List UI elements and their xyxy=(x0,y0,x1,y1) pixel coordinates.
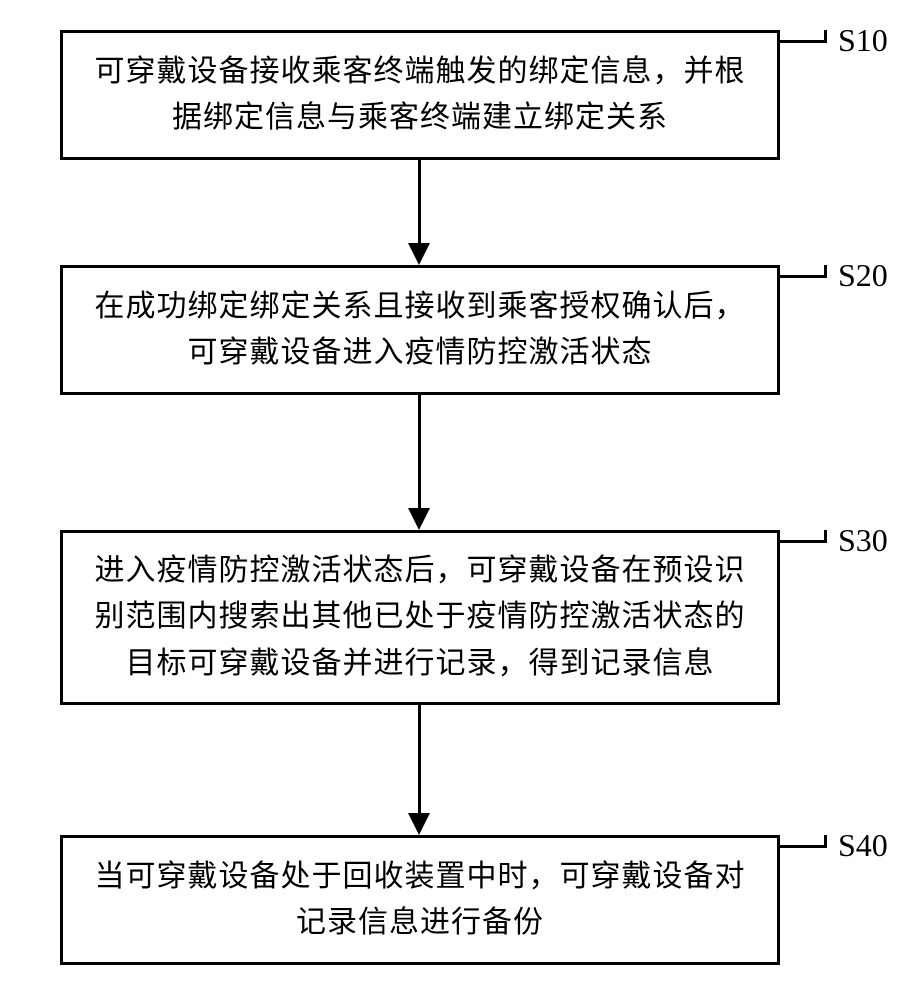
flow-arrowhead xyxy=(408,243,430,265)
label-connector-notch xyxy=(824,30,827,43)
label-connector-notch xyxy=(824,530,827,543)
step-label-s10: S10 xyxy=(838,22,888,59)
label-connector xyxy=(780,40,827,43)
label-connector xyxy=(780,540,827,543)
flow-node-text: 在成功绑定绑定关系且接收到乘客授权确认后，可穿戴设备进入疫情防控激活状态 xyxy=(83,284,757,377)
flow-arrow xyxy=(418,395,421,510)
flow-arrowhead xyxy=(408,813,430,835)
flowchart-canvas: 可穿戴设备接收乘客终端触发的绑定信息，并根据绑定信息与乘客终端建立绑定关系 S1… xyxy=(0,0,919,1000)
flow-arrow xyxy=(418,160,421,245)
step-label-s40: S40 xyxy=(838,827,888,864)
flow-arrow xyxy=(418,705,421,815)
flow-node-s40: 当可穿戴设备处于回收装置中时，可穿戴设备对记录信息进行备份 xyxy=(60,835,780,965)
step-label-s30: S30 xyxy=(838,522,888,559)
flow-node-text: 当可穿戴设备处于回收装置中时，可穿戴设备对记录信息进行备份 xyxy=(83,854,757,947)
label-connector xyxy=(780,845,827,848)
label-connector-notch xyxy=(824,265,827,278)
flow-arrowhead xyxy=(408,508,430,530)
step-label-s20: S20 xyxy=(838,257,888,294)
label-connector-notch xyxy=(824,835,827,848)
flow-node-s10: 可穿戴设备接收乘客终端触发的绑定信息，并根据绑定信息与乘客终端建立绑定关系 xyxy=(60,30,780,160)
flow-node-s20: 在成功绑定绑定关系且接收到乘客授权确认后，可穿戴设备进入疫情防控激活状态 xyxy=(60,265,780,395)
flow-node-s30: 进入疫情防控激活状态后，可穿戴设备在预设识别范围内搜索出其他已处于疫情防控激活状… xyxy=(60,530,780,705)
label-connector xyxy=(780,275,827,278)
flow-node-text: 进入疫情防控激活状态后，可穿戴设备在预设识别范围内搜索出其他已处于疫情防控激活状… xyxy=(83,548,757,688)
flow-node-text: 可穿戴设备接收乘客终端触发的绑定信息，并根据绑定信息与乘客终端建立绑定关系 xyxy=(83,49,757,142)
